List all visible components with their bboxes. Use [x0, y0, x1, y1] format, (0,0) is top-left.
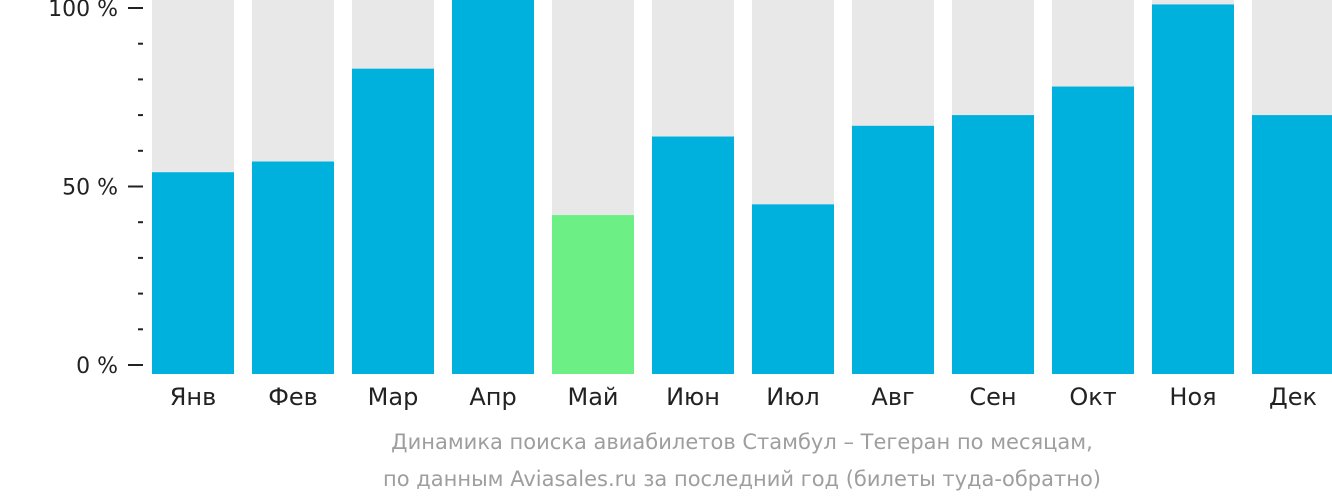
bar-7: [752, 204, 834, 374]
bar-2: [252, 161, 334, 374]
x-tick-label: Сен: [969, 383, 1016, 411]
x-tick-label: Окт: [1069, 383, 1116, 411]
bar-11: [1152, 4, 1234, 375]
bar-6: [652, 136, 734, 374]
x-tick-label: Ноя: [1169, 383, 1216, 411]
x-tick-label: Июн: [666, 383, 720, 411]
x-tick-label: Авг: [871, 383, 914, 411]
bar-chart: 0 % 50 % 100 % Янв Фев Мар Апр Май Июн Июл Авг Сен…: [48, 0, 1332, 411]
bar-8: [852, 125, 934, 374]
x-tick-label: Май: [567, 383, 618, 411]
x-tick-label: Фев: [268, 383, 318, 411]
bar-1: [152, 172, 234, 374]
chart-caption-line-1: Динамика поиска авиабилетов Стамбул – Те…: [391, 430, 1093, 454]
x-tick-label: Мар: [368, 383, 419, 411]
y-tick-label: 100 %: [48, 0, 118, 22]
x-tick-label: Янв: [170, 383, 217, 411]
x-tick-label: Апр: [469, 383, 516, 411]
x-axis-labels: Янв Фев Мар Апр Май Июн Июл Авг Сен Окт Ноя Дек: [170, 383, 1317, 411]
y-tick-label: 50 %: [62, 176, 118, 201]
bar-12: [1252, 115, 1332, 374]
chart-caption-line-2: по данным Aviasales.ru за последний год …: [383, 467, 1101, 491]
data-bars: [152, 0, 1332, 375]
y-tick-label: 0 %: [76, 354, 118, 379]
bar-3: [352, 68, 434, 374]
x-tick-label: Июл: [766, 383, 820, 411]
x-tick-label: Дек: [1269, 383, 1317, 411]
bar-10: [1052, 86, 1134, 374]
bar-5: [552, 215, 634, 374]
bar-9: [952, 115, 1034, 374]
y-axis: 0 % 50 % 100 %: [48, 0, 143, 379]
bar-4: [452, 0, 534, 374]
